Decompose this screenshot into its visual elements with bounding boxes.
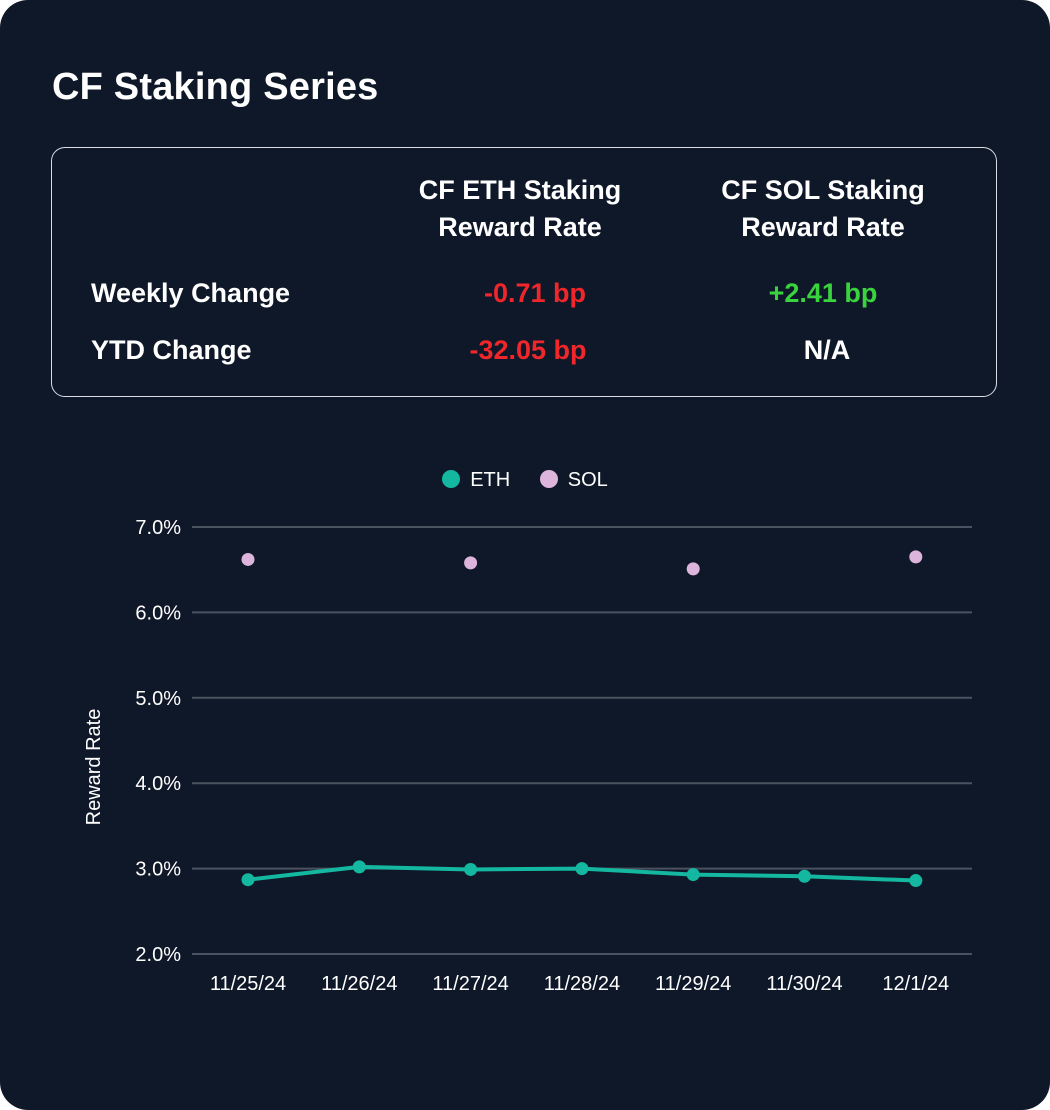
row-label-ytd: YTD Change [91,335,252,365]
y-tick-label: 7.0% [135,517,181,539]
y-tick-label: 6.0% [135,602,181,624]
sol-data-point [909,550,923,564]
y-tick-label: 4.0% [135,773,181,795]
sol-data-point [241,552,255,566]
chart-legend: ETH SOL [0,466,1050,494]
column-header-eth-line1: CF ETH Staking [418,175,622,205]
eth-data-point [352,860,366,874]
x-tick-label: 11/28/24 [544,973,620,995]
page-title: CF Staking Series [52,66,379,108]
sol-data-point [464,556,478,570]
x-tick-label: 11/29/24 [655,973,731,995]
x-tick-label: 11/27/24 [432,973,508,995]
x-tick-label: 11/25/24 [210,973,286,995]
weekly-sol-value: +2.41 bp [768,278,878,308]
eth-data-point [464,862,478,876]
legend-swatch-sol [539,470,558,488]
ytd-sol-value: N/A [803,335,851,365]
legend-item-sol: SOL [539,466,608,494]
eth-data-point [686,868,700,882]
row-label-weekly: Weekly Change [91,278,291,308]
column-header-sol-line2: Reward Rate [741,212,905,242]
column-header-sol-line1: CF SOL Staking [721,175,925,205]
legend-swatch-eth [442,470,461,488]
column-header-eth: CF ETH Staking Reward Rate [370,172,670,246]
x-tick-label: 11/30/24 [766,973,842,995]
column-header-sol: CF SOL Staking Reward Rate [673,172,973,246]
legend-label-eth: ETH [470,469,511,491]
eth-data-point [575,862,589,876]
weekly-eth-value: -0.71 bp [483,278,587,308]
legend-label-sol: SOL [567,469,608,491]
legend-item-eth: ETH [442,466,510,494]
ytd-eth-value: -32.05 bp [469,335,587,365]
eth-data-point [798,869,811,883]
column-header-eth-line2: Reward Rate [438,212,602,242]
eth-data-point [241,873,255,887]
summary-table: CF ETH Staking Reward Rate CF SOL Stakin… [51,147,997,397]
y-tick-label: 2.0% [135,944,181,966]
y-tick-label: 5.0% [135,688,181,710]
x-tick-label: 12/1/24 [882,973,949,995]
sol-data-point [686,562,700,576]
y-tick-label: 3.0% [135,859,181,881]
x-tick-label: 11/26/24 [321,973,397,995]
eth-data-point [909,874,923,888]
y-axis-label: Reward Rate [83,709,105,826]
